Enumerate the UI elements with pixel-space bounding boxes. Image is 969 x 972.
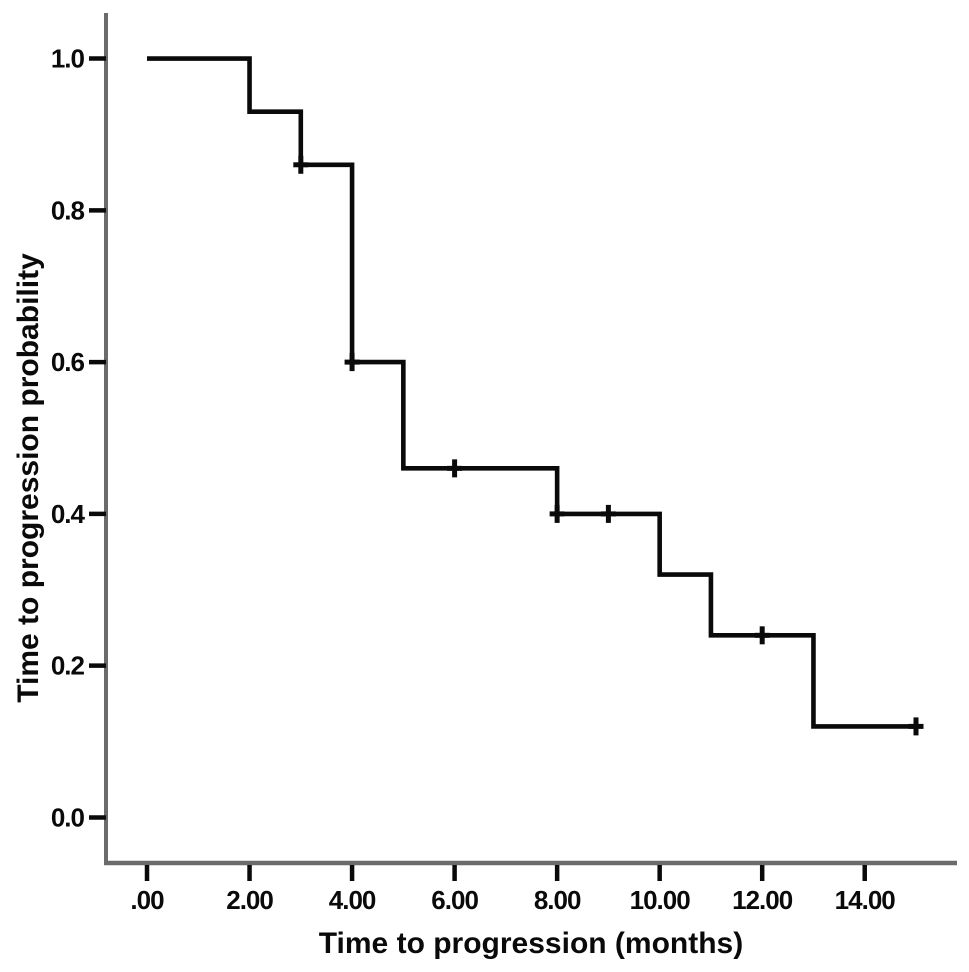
- x-tick-label: .00: [130, 885, 164, 915]
- censor-mark: [293, 155, 309, 174]
- x-tick-label: 10.00: [630, 885, 691, 915]
- x-tick-label: 14.00: [835, 885, 896, 915]
- axes: .00 2.00 4.00 6.00 8.00 10.00 12.00 14.00 0.0 0.2…: [51, 13, 957, 915]
- x-tick-label: 8.00: [534, 885, 581, 915]
- y-tick-label: 0.4: [51, 499, 86, 529]
- y-tick-label: 0.6: [51, 347, 85, 377]
- censor-mark: [447, 459, 463, 478]
- y-axis-title: Time to progression probability: [12, 253, 45, 703]
- x-tick-label: 6.00: [431, 885, 478, 915]
- x-tick-label: 2.00: [226, 885, 273, 915]
- y-tick-label: 1.0: [51, 44, 85, 74]
- survival-step-curve: [147, 56, 919, 729]
- censor-mark: [754, 626, 770, 645]
- y-tick-label: 0.8: [51, 195, 85, 225]
- y-tick-label: 0.2: [51, 651, 85, 681]
- censor-mark: [600, 504, 616, 523]
- x-axis-title: Time to progression (months): [319, 927, 743, 960]
- y-tick-label: 0.0: [51, 802, 85, 832]
- x-tick-label: 4.00: [329, 885, 376, 915]
- x-tick-label: 12.00: [732, 885, 793, 915]
- censor-mark: [549, 504, 565, 523]
- survival-curve-layer: [147, 56, 919, 729]
- censor-mark: [344, 353, 360, 372]
- censor-mark: [908, 717, 924, 736]
- censor-marks-layer: [293, 155, 924, 736]
